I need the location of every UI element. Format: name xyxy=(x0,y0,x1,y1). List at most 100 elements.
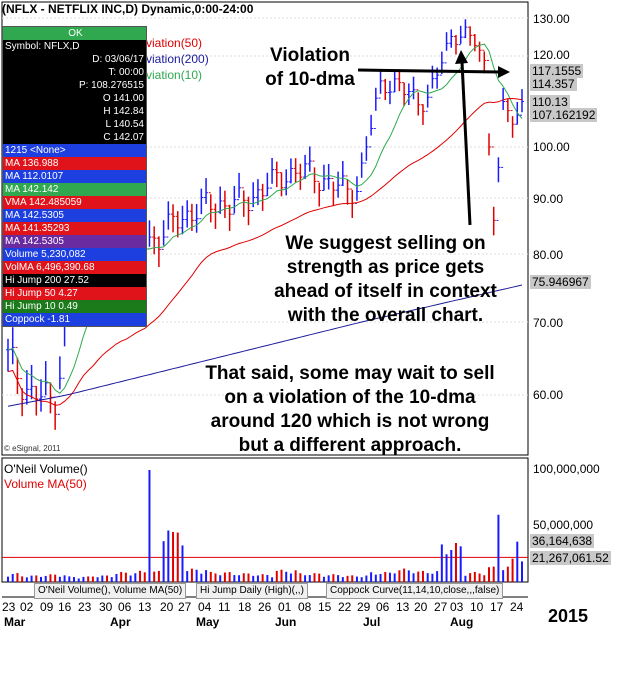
data-window-row: Volume 5,230,082 xyxy=(3,248,146,261)
ma200-line xyxy=(7,284,523,407)
price-box-ma50a: 114.357 xyxy=(530,77,577,91)
data-window-row: T: 00:00 xyxy=(108,67,144,78)
x-tick-day: 02 xyxy=(20,600,34,614)
x-tick-day: 23 xyxy=(78,600,92,614)
y-tick-130: 130.00 xyxy=(533,12,570,26)
x-tick-day: 15 xyxy=(318,600,332,614)
x-tick-day: 26 xyxy=(258,600,272,614)
data-window-row: Hi Jump 10 0.49 xyxy=(3,300,146,313)
annotation-violation: Violation of 10-dma xyxy=(235,44,385,92)
y-tick-70: 70.00 xyxy=(533,316,564,330)
x-tick-day: 16 xyxy=(58,600,72,614)
x-tick-day: 23 xyxy=(2,600,16,614)
tab-hi-jump[interactable]: Hi Jump Daily (High)(,,) xyxy=(196,583,308,599)
volume-box-ma: 21,267,061.52 xyxy=(530,551,611,565)
x-tick-day: 10 xyxy=(470,600,484,614)
x-tick-month: Jul xyxy=(363,615,381,629)
x-tick-month: Apr xyxy=(110,615,131,629)
data-window-row: VolMA 6,496,390.68 xyxy=(3,261,146,274)
price-box-ma10: 117.1555 xyxy=(530,64,584,78)
year-label: 2015 xyxy=(548,606,589,626)
x-tick-day: 27 xyxy=(434,600,448,614)
volume-tick-100m: 100,000,000 xyxy=(533,462,600,476)
data-window-row: MA 142.5305 xyxy=(3,209,146,222)
data-window-row: D: 03/06/17 xyxy=(92,54,144,65)
legend-ma10: viation(10) xyxy=(146,68,203,82)
legend-ma50: viation(50) xyxy=(146,36,203,50)
x-tick-month: Aug xyxy=(450,615,474,629)
x-tick-day: 20 xyxy=(160,600,174,614)
data-window-rows: Symbol: NFLX,D D: 03/06/17 T: 00:00 P: 108.… xyxy=(3,40,146,326)
data-window-row: Symbol: NFLX,D xyxy=(5,41,80,52)
annotation-violation-text: Violation of 10-dma xyxy=(265,45,355,90)
arrow-horizontal xyxy=(357,68,501,74)
x-tick-day: 09 xyxy=(40,600,54,614)
x-tick-day: 11 xyxy=(218,600,231,614)
volume-tick-50m: 50,000,000 xyxy=(533,518,594,532)
annotation-wait-text: That said, some may wait to sell on a vi… xyxy=(205,363,495,456)
data-window-ok[interactable]: OK xyxy=(3,27,146,40)
x-tick-day: 13 xyxy=(396,600,410,614)
x-tick-day: 18 xyxy=(238,600,252,614)
y-tick-100: 100.00 xyxy=(533,140,570,154)
data-window-row: MA 142.5305 xyxy=(3,235,146,248)
data-window-row: L 140.54 xyxy=(105,119,144,130)
data-window-row: C 142.07 xyxy=(103,132,144,143)
esignal-credit: © eSignal, 2011 xyxy=(4,444,61,453)
annotation-selling-text: We suggest selling on strength as price … xyxy=(274,233,497,326)
legend-ma200: viation(200) xyxy=(146,52,209,66)
tab-coppock[interactable]: Coppock Curve(11,14,10,close,,,false) xyxy=(326,583,504,599)
data-window[interactable]: OK Symbol: NFLX,D D: 03/06/17 T: 00:00 P: 1… xyxy=(2,26,147,327)
annotation-wait: That said, some may wait to sell on a vi… xyxy=(180,362,520,458)
data-window-row: Hi Jump 50 4.27 xyxy=(3,287,146,300)
price-box-last: 110.13 xyxy=(530,95,570,109)
data-window-row: VMA 142.485059 xyxy=(3,196,146,209)
x-tick-day: 06 xyxy=(118,600,132,614)
x-tick-day: 08 xyxy=(298,600,312,614)
annotation-selling: We suggest selling on strength as price … xyxy=(248,232,523,328)
x-tick-day: 01 xyxy=(278,600,292,614)
arrow-vertical xyxy=(460,61,472,226)
data-window-row: MA 112.0107 xyxy=(3,170,146,183)
x-tick-day: 22 xyxy=(338,600,352,614)
volume-panel-frame xyxy=(1,457,529,583)
x-tick-day: 04 xyxy=(198,600,212,614)
x-tick-month: Jun xyxy=(275,615,297,629)
data-window-row: P: 108.276515 xyxy=(78,80,144,91)
tab-oneil-volume[interactable]: O'Neil Volume(), Volume MA(50) xyxy=(34,583,187,599)
data-window-row: H 142.84 xyxy=(103,106,144,117)
arrow-horizontal-head xyxy=(498,66,510,78)
data-window-row: O 141.00 xyxy=(102,93,144,104)
x-tick-day: 06 xyxy=(376,600,390,614)
data-window-row: Hi Jump 200 27.52 xyxy=(3,274,146,287)
data-window-row: MA 136.988 xyxy=(3,157,146,170)
x-tick-day: 17 xyxy=(490,600,504,614)
data-window-row: Coppock -1.81 xyxy=(3,313,146,326)
x-tick-day: 24 xyxy=(510,600,524,614)
data-window-row: MA 141.35293 xyxy=(3,222,146,235)
y-tick-120: 120.00 xyxy=(533,48,570,62)
chart-title: (NFLX - NETFLIX INC,D) Dynamic,0:00-24:0… xyxy=(2,2,254,16)
data-window-row: 1215 <None> xyxy=(3,144,146,157)
x-tick-day: 29 xyxy=(357,600,371,614)
arrow-vertical-head xyxy=(455,50,468,64)
y-tick-80: 80.00 xyxy=(533,248,564,262)
volume-ma-label: Volume MA(50) xyxy=(4,477,87,491)
x-tick-month: May xyxy=(196,615,220,629)
price-box-ma200: 75.946967 xyxy=(530,275,591,289)
y-tick-90: 90.00 xyxy=(533,192,564,206)
x-tick-day: 03 xyxy=(450,600,464,614)
y-tick-60: 60.00 xyxy=(533,388,564,402)
volume-box-current: 36,164,638 xyxy=(530,534,595,548)
ma50-line xyxy=(7,97,523,406)
volume-label: O'Neil Volume() xyxy=(4,462,88,476)
data-window-row: MA 142.142 xyxy=(3,183,146,196)
x-tick-day: 20 xyxy=(414,600,428,614)
x-tick-day: 30 xyxy=(99,600,113,614)
x-tick-month: Mar xyxy=(4,615,26,629)
price-box-ma50: 107.162192 xyxy=(530,108,598,122)
x-tick-day: 27 xyxy=(178,600,192,614)
x-tick-day: 13 xyxy=(138,600,152,614)
